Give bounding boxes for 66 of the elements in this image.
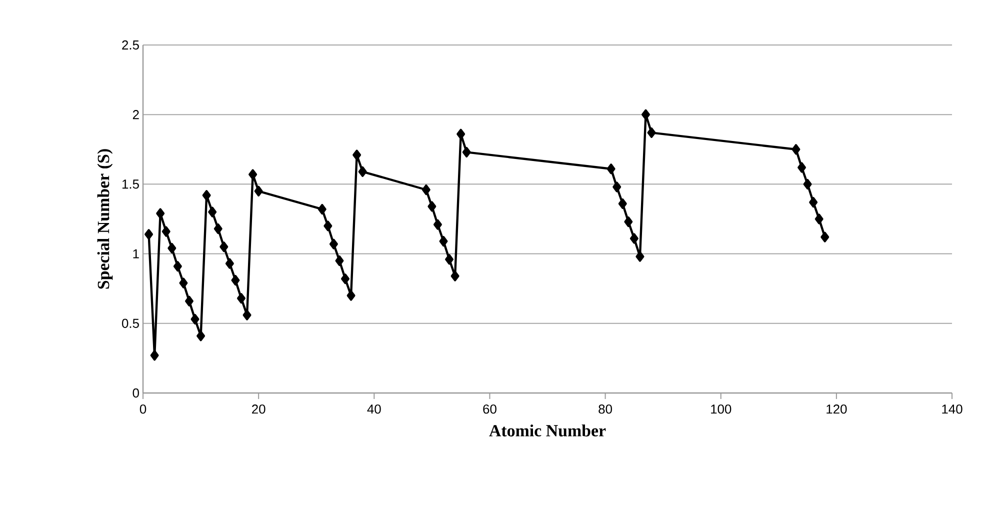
- point: [445, 254, 454, 265]
- x-tick-label: 80: [598, 404, 612, 414]
- y-tick-label: 2: [132, 110, 139, 120]
- point: [439, 236, 448, 247]
- x-tick-label: 20: [252, 404, 266, 414]
- point: [231, 274, 240, 286]
- point: [248, 169, 258, 180]
- point: [612, 182, 622, 192]
- point: [196, 330, 206, 342]
- point: [237, 293, 246, 304]
- point: [150, 350, 159, 361]
- point: [462, 146, 471, 158]
- point: [433, 219, 442, 230]
- y-tick-label: 1: [133, 249, 139, 258]
- point: [630, 233, 638, 244]
- point: [242, 310, 252, 320]
- point: [346, 290, 356, 301]
- point: [173, 261, 182, 272]
- x-tick-label: 120: [826, 404, 847, 414]
- point: [450, 270, 460, 282]
- point: [618, 198, 627, 209]
- point: [225, 258, 234, 269]
- point: [329, 238, 338, 250]
- y-tick-label: 0.5: [122, 318, 139, 328]
- point: [456, 128, 466, 140]
- point: [624, 216, 633, 228]
- point: [803, 178, 812, 190]
- x-tick-label: 60: [483, 404, 496, 414]
- point: [809, 196, 818, 208]
- x-tick-label: 0: [140, 404, 146, 414]
- point: [642, 109, 650, 120]
- point: [647, 127, 656, 138]
- x-axis-title: Atomic Number: [489, 424, 606, 436]
- point: [318, 204, 326, 215]
- point: [798, 162, 806, 173]
- point: [814, 214, 824, 224]
- point: [428, 201, 436, 212]
- x-tick-label: 100: [711, 404, 732, 414]
- point: [156, 208, 165, 219]
- point: [636, 251, 644, 262]
- point: [820, 232, 830, 242]
- point: [185, 296, 194, 306]
- point: [190, 314, 200, 324]
- point: [324, 220, 332, 232]
- point: [168, 242, 176, 254]
- point: [208, 206, 217, 218]
- point: [422, 184, 430, 196]
- point: [202, 190, 211, 201]
- point: [792, 144, 800, 155]
- point: [341, 274, 350, 284]
- point: [254, 186, 263, 196]
- y-tick-label: 0: [132, 388, 139, 398]
- y-tick-label: 2.5: [122, 40, 139, 50]
- y-tick-label: 1.5: [122, 180, 139, 189]
- point: [358, 166, 367, 177]
- point: [214, 223, 222, 234]
- point: [335, 255, 344, 266]
- point: [162, 226, 170, 237]
- point: [352, 150, 362, 160]
- point: [606, 164, 616, 174]
- x-tick-label: 140: [942, 404, 962, 414]
- point: [220, 242, 228, 252]
- point: [144, 229, 154, 240]
- x-tick-label: 40: [367, 404, 381, 414]
- y-axis-title: Special Number (S): [97, 149, 113, 289]
- point: [179, 278, 188, 288]
